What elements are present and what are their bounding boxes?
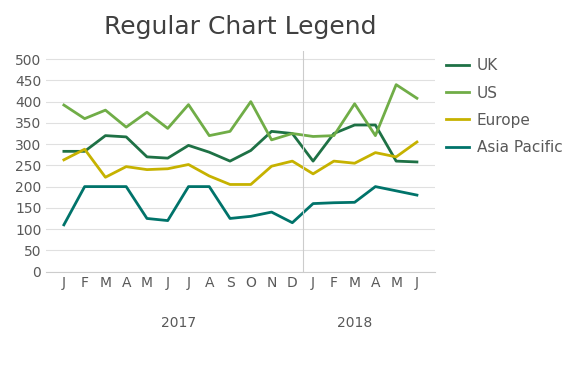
Asia Pacific xyxy=(123,184,129,189)
US xyxy=(185,102,192,107)
Europe xyxy=(102,175,109,180)
Asia Pacific xyxy=(247,214,254,219)
US xyxy=(143,110,150,114)
US xyxy=(268,138,275,142)
Europe xyxy=(143,167,150,172)
UK xyxy=(351,123,358,127)
Europe xyxy=(81,147,88,152)
Asia Pacific xyxy=(289,220,296,225)
Asia Pacific xyxy=(413,193,420,197)
UK xyxy=(123,135,129,139)
Europe xyxy=(268,164,275,168)
Asia Pacific xyxy=(143,216,150,221)
Line: UK: UK xyxy=(64,125,417,162)
US xyxy=(413,96,420,100)
Europe xyxy=(413,140,420,144)
Europe xyxy=(206,174,213,178)
US xyxy=(331,134,338,138)
US xyxy=(310,134,317,139)
Asia Pacific xyxy=(185,184,192,189)
Asia Pacific xyxy=(102,184,109,189)
UK xyxy=(392,159,399,164)
US xyxy=(372,134,379,138)
Asia Pacific xyxy=(61,223,68,227)
UK xyxy=(206,150,213,154)
US xyxy=(392,82,399,87)
US xyxy=(247,99,254,104)
Europe xyxy=(185,162,192,167)
US xyxy=(289,131,296,136)
UK xyxy=(289,131,296,136)
US xyxy=(164,126,171,130)
Asia Pacific xyxy=(206,184,213,189)
Text: 2018: 2018 xyxy=(337,316,372,330)
Europe xyxy=(289,159,296,164)
Legend: UK, US, Europe, Asia Pacific: UK, US, Europe, Asia Pacific xyxy=(446,58,562,155)
US xyxy=(123,125,129,129)
Europe xyxy=(372,150,379,155)
UK xyxy=(164,156,171,160)
Line: Asia Pacific: Asia Pacific xyxy=(64,187,417,225)
Asia Pacific xyxy=(81,184,88,189)
Europe xyxy=(123,164,129,169)
UK xyxy=(81,149,88,154)
Asia Pacific xyxy=(392,189,399,193)
Title: Regular Chart Legend: Regular Chart Legend xyxy=(104,15,377,39)
Europe xyxy=(227,182,234,187)
Europe xyxy=(331,159,338,164)
Asia Pacific xyxy=(310,201,317,206)
Europe xyxy=(392,154,399,159)
Asia Pacific xyxy=(331,201,338,205)
UK xyxy=(247,148,254,153)
Line: US: US xyxy=(64,85,417,140)
Asia Pacific xyxy=(351,200,358,205)
US xyxy=(206,134,213,138)
UK xyxy=(372,123,379,127)
US xyxy=(81,116,88,121)
Europe xyxy=(310,172,317,176)
UK xyxy=(310,159,317,164)
UK xyxy=(413,160,420,164)
Asia Pacific xyxy=(372,184,379,189)
US xyxy=(351,102,358,106)
Europe xyxy=(247,182,254,187)
Europe xyxy=(61,158,68,162)
Text: 2017: 2017 xyxy=(161,316,196,330)
UK xyxy=(143,154,150,159)
Line: Europe: Europe xyxy=(64,142,417,184)
Asia Pacific xyxy=(227,216,234,221)
Asia Pacific xyxy=(164,218,171,223)
UK xyxy=(268,129,275,134)
US xyxy=(227,129,234,134)
Europe xyxy=(351,161,358,165)
UK xyxy=(102,134,109,138)
US xyxy=(61,103,68,107)
UK xyxy=(227,159,234,164)
UK xyxy=(61,149,68,154)
UK xyxy=(331,131,338,136)
UK xyxy=(185,143,192,148)
Asia Pacific xyxy=(268,210,275,214)
US xyxy=(102,108,109,112)
Europe xyxy=(164,166,171,171)
